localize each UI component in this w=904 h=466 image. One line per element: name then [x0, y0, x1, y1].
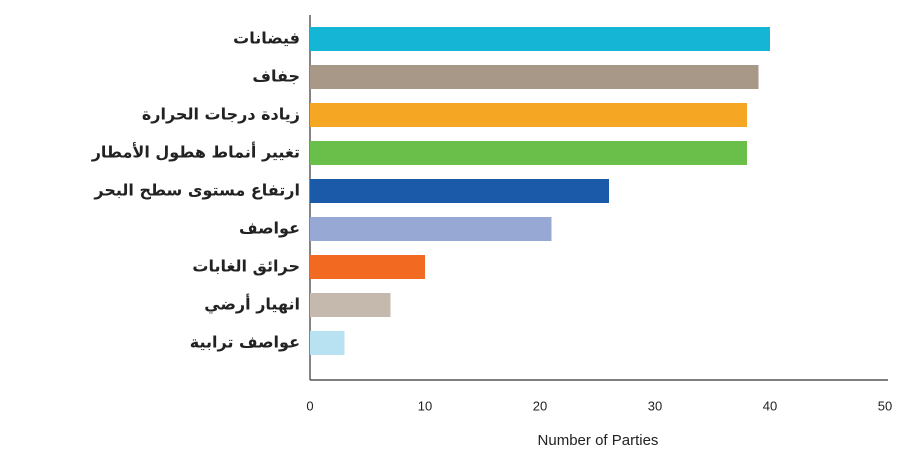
- x-tick-label: 30: [648, 398, 662, 413]
- bar: [310, 255, 425, 279]
- y-tick-label: انهيار أرضي: [204, 294, 300, 315]
- y-tick-label: تغيير أنماط هطول الأمطار: [91, 142, 300, 162]
- y-tick-label: عواصف: [239, 219, 300, 238]
- x-tick-label: 50: [878, 398, 892, 413]
- x-tick-label: 20: [533, 398, 547, 413]
- y-tick-label: حرائق الغابات: [192, 257, 300, 276]
- x-tick-label: 0: [306, 398, 313, 413]
- bar: [310, 103, 747, 127]
- bar: [310, 331, 345, 355]
- y-tick-label: عواصف ترابية: [190, 333, 300, 352]
- y-tick-label: ارتفاع مستوى سطح البحر: [93, 181, 300, 200]
- x-tick-label: 40: [763, 398, 777, 413]
- bar: [310, 293, 391, 317]
- y-tick-label: فيضانات: [233, 29, 300, 48]
- y-tick-label: زيادة درجات الحرارة: [142, 105, 300, 124]
- y-tick-label: جفاف: [252, 67, 300, 86]
- bar: [310, 217, 552, 241]
- x-tick-label: 10: [418, 398, 432, 413]
- bar: [310, 27, 770, 51]
- bar: [310, 65, 759, 89]
- bar: [310, 179, 609, 203]
- x-axis-title: Number of Parties: [538, 432, 659, 449]
- bar: [310, 141, 747, 165]
